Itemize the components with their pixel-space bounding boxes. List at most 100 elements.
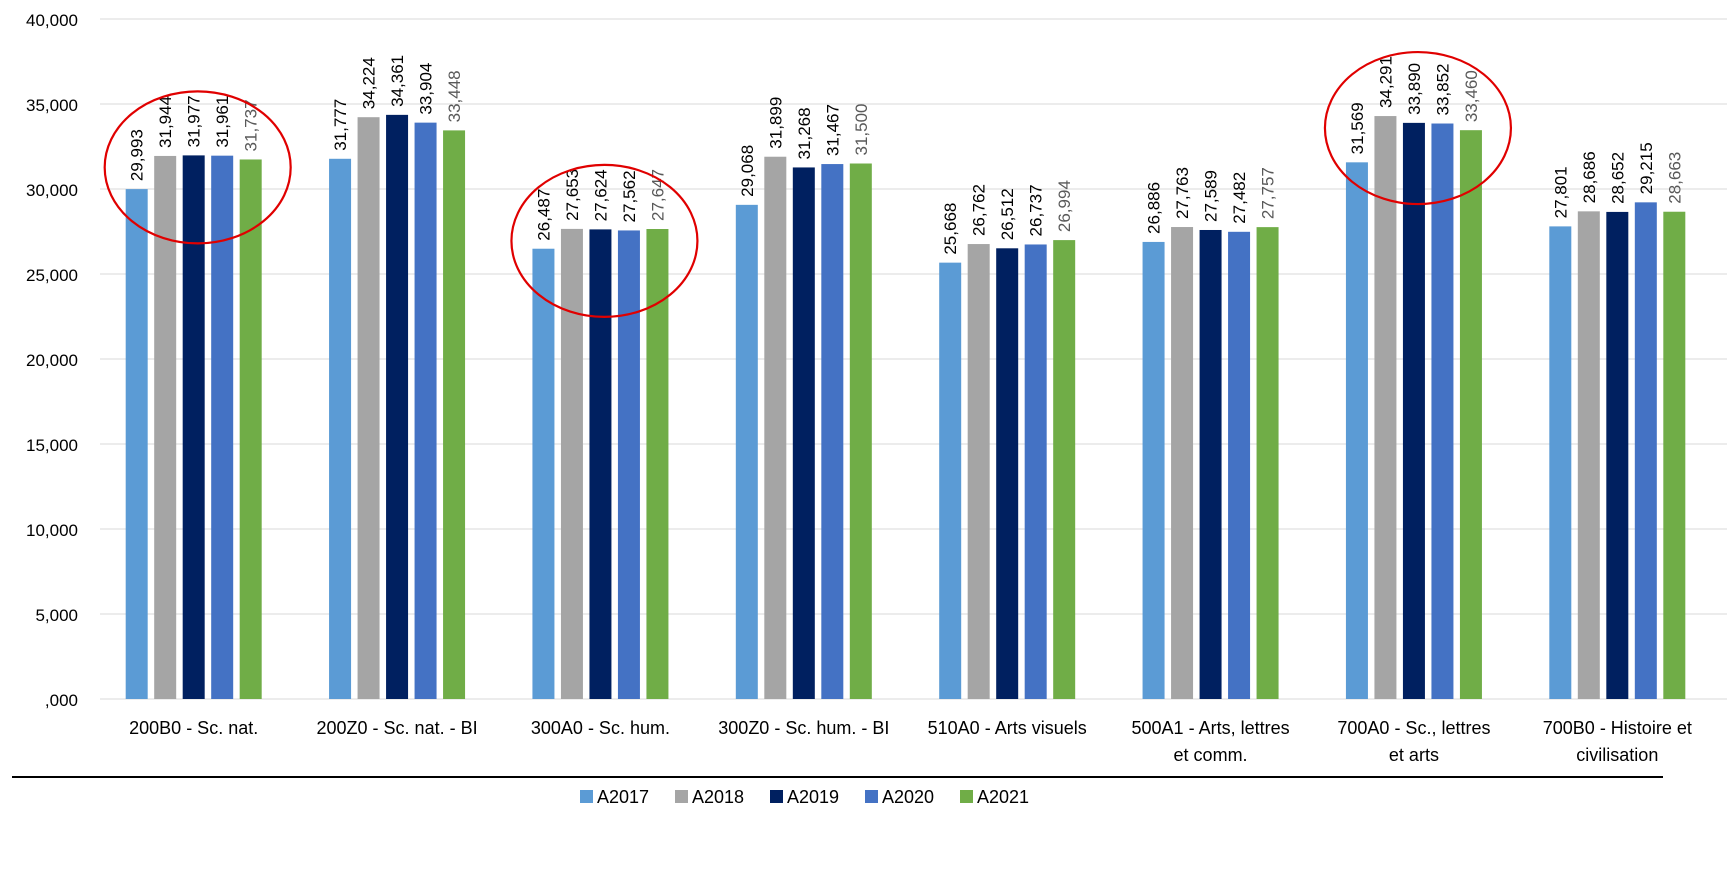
- bar: [617, 230, 640, 700]
- data-label: 33,904: [417, 63, 436, 115]
- bar: [1459, 130, 1482, 699]
- bar: [967, 244, 990, 699]
- data-label: 31,899: [766, 97, 785, 149]
- data-label: 33,890: [1405, 63, 1424, 115]
- x-tick-label: 300Z0 - Sc. hum. - BI: [718, 718, 889, 738]
- data-label: 26,762: [970, 184, 989, 236]
- bar: [560, 228, 583, 700]
- bar: [414, 122, 437, 699]
- bar: [589, 229, 612, 699]
- y-tick-label: 15,000: [26, 436, 78, 455]
- data-label: 31,467: [823, 104, 842, 156]
- data-label: 27,763: [1173, 167, 1192, 219]
- x-tick-label: et arts: [1389, 745, 1439, 765]
- y-tick-label: 35,000: [26, 96, 78, 115]
- data-label: 33,448: [445, 70, 464, 122]
- data-label: 31,569: [1348, 102, 1367, 154]
- bar: [239, 159, 262, 699]
- x-tick-label: 700A0 - Sc., lettres: [1337, 718, 1490, 738]
- data-label: 34,361: [388, 55, 407, 107]
- data-label: 31,961: [213, 96, 232, 148]
- data-label: 31,268: [795, 107, 814, 159]
- legend-swatch: [865, 790, 878, 803]
- x-tick-label: 510A0 - Arts visuels: [928, 718, 1087, 738]
- highlight-circle: [1323, 50, 1513, 206]
- bar: [1256, 227, 1279, 700]
- highlight-circle: [103, 90, 292, 245]
- data-label: 28,652: [1608, 152, 1627, 204]
- bar: [532, 248, 555, 699]
- data-label: 26,737: [1027, 184, 1046, 236]
- y-tick-label: ,000: [45, 691, 78, 710]
- highlight-circle: [510, 163, 699, 318]
- data-label: 26,886: [1145, 182, 1164, 234]
- bar: [211, 155, 234, 700]
- y-tick-label: 10,000: [26, 521, 78, 540]
- bar: [1577, 211, 1600, 699]
- legend-label: A2019: [787, 787, 839, 807]
- data-label: 33,460: [1462, 70, 1481, 122]
- data-label: 28,686: [1580, 151, 1599, 203]
- y-tick-label: 5,000: [35, 606, 78, 625]
- data-labels: 29,993 31,944 31,977 31,961 31,737 31,777 34,2…: [128, 55, 1685, 255]
- data-label: 31,977: [185, 95, 204, 147]
- bar: [1431, 123, 1454, 700]
- data-label: 33,852: [1433, 64, 1452, 116]
- legend-label: A2018: [692, 787, 744, 807]
- bar: [154, 155, 177, 699]
- y-tick-label: 25,000: [26, 266, 78, 285]
- legend-swatch: [675, 790, 688, 803]
- legend-label: A2017: [597, 787, 649, 807]
- bar: [1549, 226, 1572, 699]
- bar: [1345, 162, 1368, 699]
- bar: [1634, 202, 1657, 699]
- data-label: 26,994: [1055, 180, 1074, 232]
- bar: [386, 114, 409, 700]
- y-axis-ticks: ,000 5,000 10,000 15,000 20,000 25,000 30,000 3…: [26, 11, 78, 710]
- bar: [329, 158, 352, 699]
- bar: [1374, 116, 1397, 700]
- data-label: 29,215: [1637, 142, 1656, 194]
- data-label: 29,993: [128, 129, 147, 181]
- bar: [357, 117, 380, 699]
- legend-label: A2020: [882, 787, 934, 807]
- bar: [1606, 211, 1629, 699]
- legend-swatch: [770, 790, 783, 803]
- bar: [1171, 227, 1194, 700]
- y-tick-label: 20,000: [26, 351, 78, 370]
- bar: [182, 155, 205, 700]
- data-label: 27,653: [563, 169, 582, 221]
- highlight-circles: [103, 50, 1513, 318]
- bar: [646, 229, 669, 699]
- data-label: 27,589: [1202, 170, 1221, 222]
- x-tick-label: civilisation: [1576, 745, 1658, 765]
- data-label: 31,737: [242, 99, 261, 151]
- data-label: 27,647: [648, 169, 667, 221]
- data-label: 27,482: [1230, 172, 1249, 224]
- x-tick-label: 500A1 - Arts, lettres: [1132, 718, 1290, 738]
- legend-label: A2021: [977, 787, 1029, 807]
- bar: [792, 167, 815, 700]
- y-tick-label: 30,000: [26, 181, 78, 200]
- legend-swatch: [960, 790, 973, 803]
- data-label: 27,624: [591, 169, 610, 221]
- data-label: 34,224: [360, 57, 379, 109]
- x-axis-labels: 200B0 - Sc. nat. 200Z0 - Sc. nat. - BI 300…: [129, 718, 1692, 765]
- bar: [1402, 122, 1425, 700]
- data-label: 27,562: [620, 170, 639, 222]
- x-tick-label: 200B0 - Sc. nat.: [129, 718, 258, 738]
- data-label: 27,801: [1551, 166, 1570, 218]
- data-label: 31,944: [156, 96, 175, 148]
- data-label: 34,291: [1376, 56, 1395, 108]
- data-label: 25,668: [941, 203, 960, 255]
- bar: [735, 204, 758, 699]
- bar: [996, 248, 1019, 699]
- bar: [1663, 211, 1686, 699]
- data-label: 26,487: [534, 189, 553, 241]
- x-tick-label: et comm.: [1174, 745, 1248, 765]
- bar: [1142, 241, 1165, 700]
- x-tick-label: 300A0 - Sc. hum.: [531, 718, 670, 738]
- bar: [939, 262, 962, 699]
- legend: A2017 A2018 A2019 A2020 A2021: [580, 787, 1029, 807]
